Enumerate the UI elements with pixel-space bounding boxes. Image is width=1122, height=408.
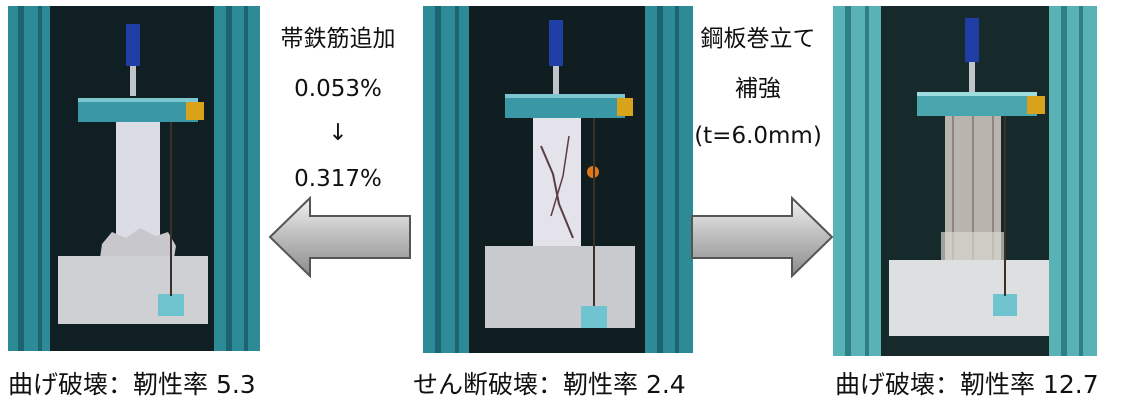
left-spalled-debris — [100, 228, 176, 258]
left-test-rig-photo — [8, 6, 260, 351]
right-note-line1: 鋼板巻立て — [700, 26, 816, 52]
center-test-rig-photo — [423, 6, 693, 353]
left-caption: 曲げ破壊：靭性率 5.3 — [8, 370, 256, 399]
left-note-down-arrow: ↓ — [328, 120, 348, 146]
right-note-line2: 補強 — [735, 76, 781, 102]
right-frame-column-right — [1049, 6, 1097, 356]
center-photo-panel — [423, 6, 693, 353]
left-column-specimen — [116, 122, 160, 246]
left-note-line2: 0.053% — [294, 76, 382, 102]
center-footing — [485, 246, 635, 328]
left-frame-column-left — [8, 6, 50, 351]
right-photo-panel — [833, 6, 1097, 356]
left-note-line3: 0.317% — [294, 166, 382, 192]
right-footing — [889, 260, 1049, 336]
right-arrow-icon — [690, 196, 834, 278]
center-caption: せん断破壊：靭性率 2.4 — [413, 370, 686, 399]
right-caption: 曲げ破壊：靭性率 12.7 — [835, 370, 1099, 399]
left-actuator — [126, 24, 140, 66]
center-shear-crack — [540, 145, 574, 239]
right-note-line3: (t=6.0mm) — [694, 123, 822, 149]
right-actuator — [965, 18, 979, 62]
left-photo-panel — [8, 6, 260, 351]
right-test-rig-photo — [833, 6, 1097, 356]
center-frame-column-left — [423, 6, 469, 353]
left-frame-column-right — [214, 6, 260, 351]
left-footing — [58, 256, 208, 324]
left-note-line1: 帯鉄筋追加 — [280, 26, 396, 52]
left-arrow-icon — [268, 196, 412, 278]
center-actuator — [549, 20, 563, 66]
center-column-specimen — [533, 118, 581, 246]
center-frame-column-right — [645, 6, 693, 353]
right-frame-column-left — [833, 6, 881, 356]
